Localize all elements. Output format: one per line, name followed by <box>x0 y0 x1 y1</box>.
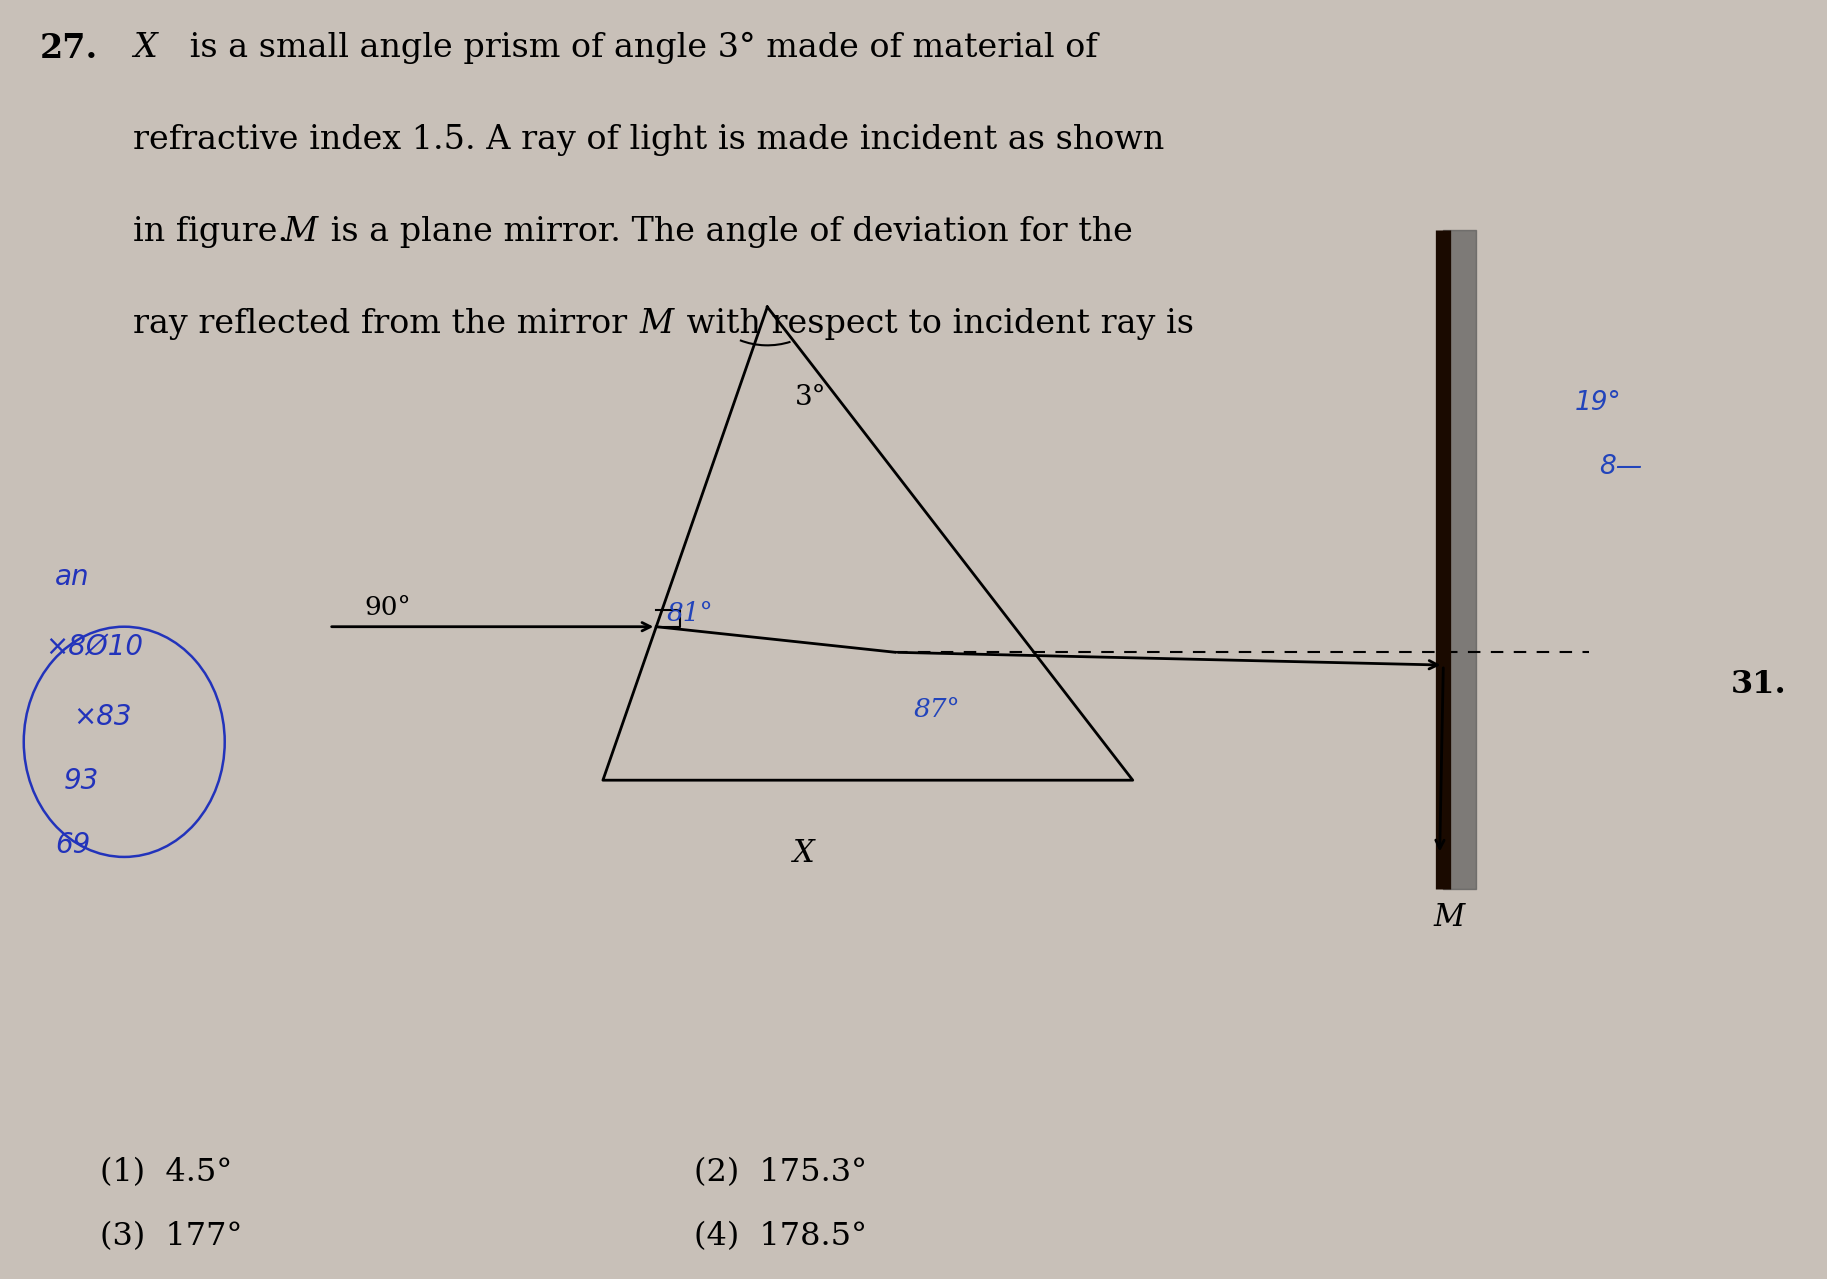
Text: 27.: 27. <box>40 32 99 65</box>
Text: 31.: 31. <box>1730 669 1787 700</box>
Text: X: X <box>133 32 157 64</box>
Text: M: M <box>639 308 674 340</box>
Text: (1)  4.5°: (1) 4.5° <box>100 1157 232 1188</box>
Text: in figure.: in figure. <box>133 216 300 248</box>
Text: 19°: 19° <box>1575 390 1622 416</box>
Text: ×8Ø10: ×8Ø10 <box>46 633 144 661</box>
Text: 3°: 3° <box>795 384 826 411</box>
Text: (2)  175.3°: (2) 175.3° <box>694 1157 868 1188</box>
Text: (4)  178.5°: (4) 178.5° <box>694 1221 868 1252</box>
Text: M: M <box>1432 902 1465 932</box>
Text: ray reflected from the mirror: ray reflected from the mirror <box>133 308 638 340</box>
Text: with respect to incident ray is: with respect to incident ray is <box>676 308 1195 340</box>
Text: 69: 69 <box>55 831 90 859</box>
Text: an: an <box>55 563 90 591</box>
Text: X: X <box>793 838 815 868</box>
Text: ×83: ×83 <box>73 703 132 732</box>
Text: 90°: 90° <box>364 595 411 620</box>
Text: 8—: 8— <box>1599 454 1642 480</box>
Text: refractive index 1.5. A ray of light is made incident as shown: refractive index 1.5. A ray of light is … <box>133 124 1164 156</box>
Text: is a plane mirror. The angle of deviation for the: is a plane mirror. The angle of deviatio… <box>320 216 1133 248</box>
Text: is a small angle prism of angle 3° made of material of: is a small angle prism of angle 3° made … <box>179 32 1098 64</box>
Text: 81°: 81° <box>667 601 714 627</box>
Text: (3)  177°: (3) 177° <box>100 1221 243 1252</box>
Text: M: M <box>283 216 318 248</box>
Text: 93: 93 <box>64 767 99 796</box>
Text: 87°: 87° <box>914 697 961 723</box>
